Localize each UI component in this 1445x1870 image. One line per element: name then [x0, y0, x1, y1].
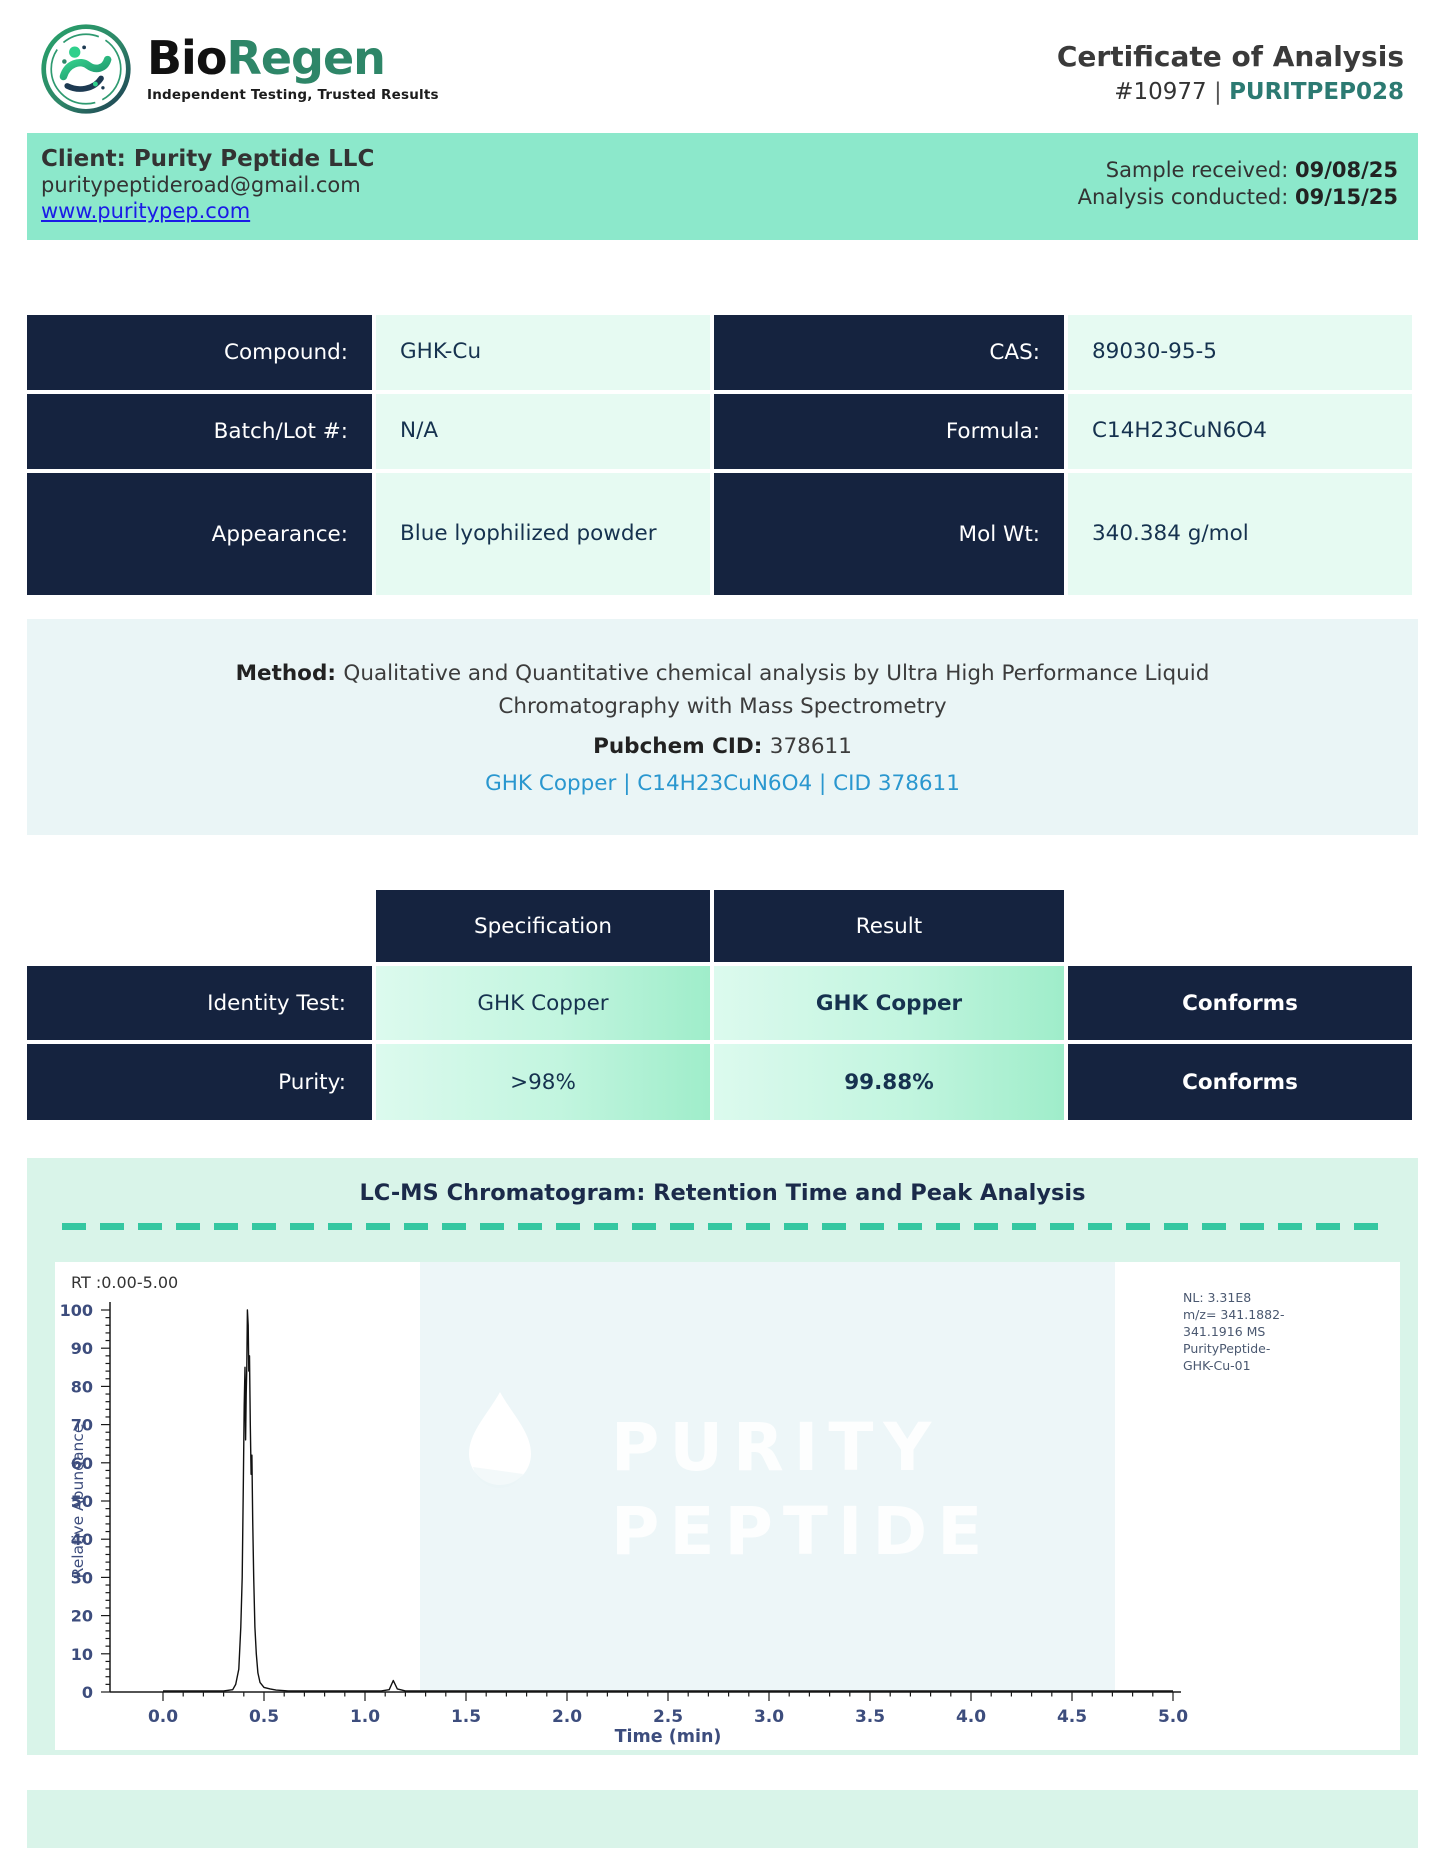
- x-tick-label: 0.0: [148, 1707, 178, 1727]
- brand-name: BioRegen: [147, 35, 439, 81]
- x-tick-label: 4.0: [956, 1707, 986, 1727]
- results-header-spacer: [27, 890, 372, 962]
- identity-test-result: GHK Copper: [714, 966, 1064, 1040]
- x-tick-label: 3.5: [855, 1707, 885, 1727]
- report-number: #10977: [1114, 79, 1207, 105]
- molwt-label: Mol Wt:: [714, 473, 1064, 595]
- purity-specification: >98%: [376, 1044, 710, 1120]
- compound-label: Compound:: [27, 315, 372, 390]
- bioregen-logo: BioRegen Independent Testing, Trusted Re…: [39, 22, 439, 116]
- purity-label: Purity:: [27, 1044, 372, 1120]
- y-tick-label: 30: [71, 1568, 93, 1587]
- results-header-spacer: [1068, 890, 1412, 962]
- y-tick-label: 40: [71, 1530, 93, 1549]
- y-tick-label: 50: [71, 1492, 93, 1511]
- method-label: Method:: [235, 661, 344, 686]
- y-tick-label: 60: [71, 1454, 93, 1473]
- client-website-link[interactable]: www.puritypep.com: [41, 199, 251, 224]
- formula-label: Formula:: [714, 394, 1064, 469]
- client-name: Client: Purity Peptide LLC: [41, 146, 375, 172]
- identity-test-specification: GHK Copper: [376, 966, 710, 1040]
- droplet-shine: [473, 1467, 523, 1489]
- nl-annotation-line: GHK-Cu-01: [1183, 1358, 1251, 1373]
- x-tick-label: 1.5: [451, 1707, 481, 1727]
- purity-status: Conforms: [1068, 1044, 1412, 1120]
- rt-range-label: RT :0.00-5.00: [71, 1273, 178, 1292]
- chromatogram-section: LC-MS Chromatogram: Retention Time and P…: [27, 1158, 1418, 1755]
- footer-band: [27, 1790, 1418, 1848]
- y-tick-label: 0: [82, 1683, 93, 1702]
- method-description: Method: Qualitative and Quantitative che…: [235, 661, 1210, 720]
- molwt-value: 340.384 g/mol: [1068, 473, 1412, 595]
- client-email: puritypeptideroad@gmail.com: [41, 173, 361, 198]
- cas-value: 89030-95-5: [1068, 315, 1412, 390]
- appearance-label: Appearance:: [27, 473, 372, 595]
- watermark-text-line2: PEPTIDE: [611, 1493, 992, 1570]
- appearance-value: Blue lyophilized powder: [376, 473, 710, 595]
- x-tick-label: 4.5: [1057, 1707, 1087, 1727]
- batch-label: Batch/Lot #:: [27, 394, 372, 469]
- pubchem-link[interactable]: GHK Copper | C14H23CuN6O4 | CID 378611: [485, 770, 960, 796]
- client-info-band: Client: Purity Peptide LLC puritypeptide…: [27, 133, 1418, 240]
- method-block: Method: Qualitative and Quantitative che…: [27, 619, 1418, 835]
- x-tick-label: 0.5: [249, 1707, 279, 1727]
- y-tick-label: 20: [71, 1607, 93, 1626]
- purity-result: 99.88%: [714, 1044, 1064, 1120]
- result-header: Result: [714, 890, 1064, 962]
- bioregen-logo-emblem: [41, 24, 131, 114]
- x-tick-label: 2.0: [552, 1707, 582, 1727]
- identity-test-label: Identity Test:: [27, 966, 372, 1040]
- report-code: PURITPEP028: [1229, 79, 1404, 105]
- document-subtitle: #10977 | PURITPEP028: [1114, 79, 1404, 105]
- y-tick-label: 80: [71, 1377, 93, 1396]
- x-tick-label: 2.5: [653, 1707, 683, 1727]
- y-tick-label: 90: [71, 1339, 93, 1358]
- sample-received: Sample received: 09/08/25: [1105, 158, 1398, 182]
- nl-annotation-line: 341.1916 MS: [1183, 1324, 1265, 1339]
- chromatogram-title: LC-MS Chromatogram: Retention Time and P…: [359, 1180, 1086, 1206]
- y-tick-label: 70: [71, 1416, 93, 1435]
- specification-header: Specification: [376, 890, 710, 962]
- y-axis-title: Relative Abundance: [69, 1424, 87, 1579]
- formula-value: C14H23CuN6O4: [1068, 394, 1412, 469]
- chromatogram-chart: PURITY PEPTIDE RT :0.00-5.00 0 10 20 30 40 50 60 7…: [55, 1262, 1400, 1750]
- x-tick-label: 1.0: [350, 1707, 380, 1727]
- brand-tagline: Independent Testing, Trusted Results: [147, 87, 439, 103]
- title-block: Certificate of Analysis #10977 | PURITPE…: [1057, 40, 1404, 105]
- x-axis-title: Time (min): [615, 1727, 722, 1747]
- dashed-divider: [62, 1223, 1383, 1230]
- cas-label: CAS:: [714, 315, 1064, 390]
- watermark-text-line1: PURITY: [611, 1409, 941, 1486]
- results-table: Specification Result Identity Test: GHK …: [27, 890, 1418, 1120]
- batch-value: N/A: [376, 394, 710, 469]
- brand-bio: Bio: [147, 31, 227, 85]
- y-tick-label: 10: [71, 1645, 93, 1664]
- nl-annotation-line: NL: 3.31E8: [1183, 1290, 1251, 1305]
- header: BioRegen Independent Testing, Trusted Re…: [27, 22, 1418, 122]
- brand-regen: Regen: [226, 31, 385, 85]
- nl-annotation-line: PurityPeptide-: [1183, 1341, 1270, 1356]
- analysis-conducted: Analysis conducted: 09/15/25: [1077, 185, 1398, 210]
- x-tick-label: 5.0: [1158, 1707, 1188, 1727]
- compound-info-table: Compound: GHK-Cu CAS: 89030-95-5 Batch/L…: [27, 315, 1418, 595]
- identity-test-status: Conforms: [1068, 966, 1412, 1040]
- nl-annotation-line: m/z= 341.1882-: [1183, 1307, 1285, 1322]
- x-tick-label: 3.0: [754, 1707, 784, 1727]
- compound-value: GHK-Cu: [376, 315, 710, 390]
- droplet-icon: [469, 1392, 531, 1485]
- pubchem-cid: Pubchem CID: 378611: [593, 733, 852, 759]
- y-tick-label: 100: [60, 1301, 93, 1320]
- document-title: Certificate of Analysis: [1056, 40, 1404, 73]
- chromatogram-trace: [163, 1309, 1173, 1692]
- watermark-panel: [420, 1262, 1115, 1692]
